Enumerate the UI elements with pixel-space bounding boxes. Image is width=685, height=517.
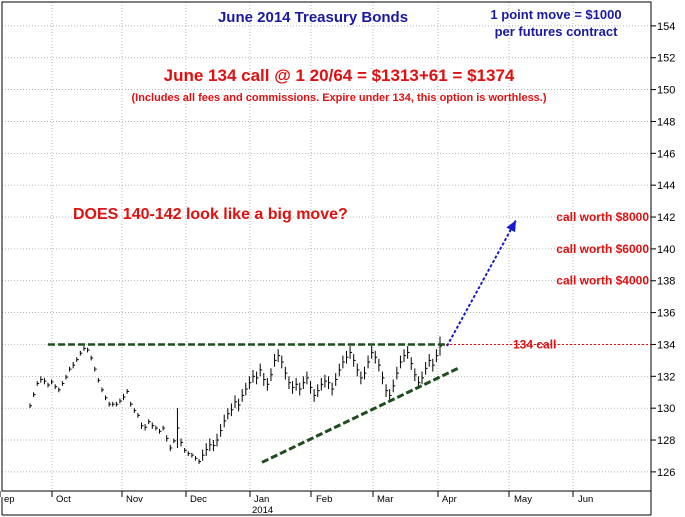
y-tick-label: 154	[657, 21, 675, 33]
y-tick-label: 132	[657, 371, 675, 383]
y-tick-label: 148	[657, 116, 675, 128]
overlays: 134 call call worth $8000 call worth $6000…	[48, 210, 651, 464]
y-tick-label: 144	[657, 180, 675, 192]
grid	[2, 25, 651, 473]
y-tick-label: 126	[657, 467, 675, 479]
question-text: DOES 140-142 look like a big move?	[73, 206, 348, 223]
x-tick-label: May	[514, 494, 532, 505]
y-tick-label: 146	[657, 148, 675, 160]
x-tick-label: Jun	[578, 494, 593, 505]
y-tick-label: 138	[657, 276, 675, 288]
y-tick-label: 152	[657, 53, 675, 65]
headline: June 134 call @ 1 20/64 = $1313+61 = $13…	[164, 66, 515, 85]
x-tick-label: Apr	[442, 494, 457, 505]
projection-arrow-head	[506, 220, 516, 233]
support-trend-line	[261, 366, 459, 464]
x-tick-label: Mar	[377, 494, 393, 505]
price-bars	[29, 336, 442, 464]
x-tick-label: Oct	[56, 494, 71, 505]
note-line-1: 1 point move = $1000	[490, 7, 621, 22]
subheadline: (Includes all fees and commissions. Expi…	[131, 92, 546, 104]
note-line-2: per futures contract	[495, 24, 618, 39]
y-tick-label: 140	[657, 244, 675, 256]
x-tick-label: Nov	[126, 494, 143, 505]
y-tick-label: 130	[657, 403, 675, 415]
x-tick-label: Feb	[316, 494, 332, 505]
x-tick-label: ep	[4, 494, 15, 505]
call-worth-label: call worth $8000	[556, 210, 649, 224]
y-tick-label: 150	[657, 85, 675, 97]
x-tick-label: Jan	[254, 494, 269, 505]
y-tick-label: 128	[657, 435, 675, 447]
x-grid	[51, 2, 574, 491]
year-label: 2014	[252, 505, 273, 516]
chart-title: June 2014 Treasury Bonds	[218, 9, 408, 26]
projection-arrow-line	[446, 219, 517, 347]
x-tick-label: Dec	[190, 494, 207, 505]
call-worth-label: call worth $4000	[556, 274, 649, 288]
y-tick-label: 134	[657, 339, 675, 351]
strike-label: 134 call	[513, 337, 556, 351]
y-tick-label: 136	[657, 308, 675, 320]
plot-frame	[1, 1, 652, 492]
y-tick-label: 142	[657, 212, 675, 224]
call-worth-label: call worth $6000	[556, 242, 649, 256]
